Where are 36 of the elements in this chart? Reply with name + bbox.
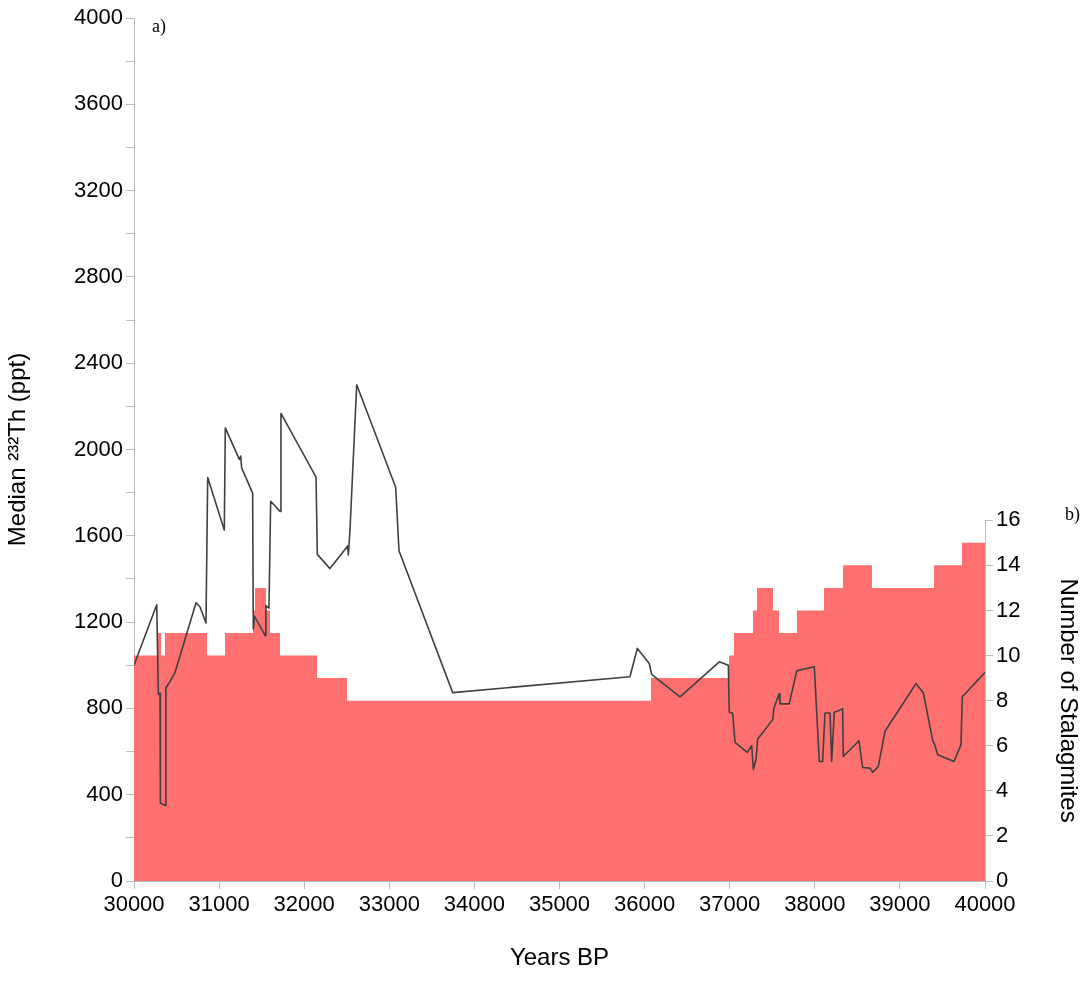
x-tick-label: 31000 (188, 891, 250, 917)
x-axis-title: Years BP (509, 943, 610, 971)
y2-tick-label: 10 (996, 641, 1021, 667)
y-axis-title: Median ²³²Th (ppt) (3, 352, 31, 547)
y-tick-label: 0 (110, 867, 123, 893)
annotation: a) (152, 15, 166, 37)
x-tick-label: 38000 (784, 891, 846, 917)
y2-tick-label: 6 (996, 731, 1009, 757)
y-tick-label: 2000 (74, 435, 123, 461)
y2-tick-label: 2 (996, 821, 1009, 847)
y2-tick-label: 4 (996, 776, 1009, 802)
x-tick-label: 39000 (869, 891, 931, 917)
y-tick-label: 1600 (74, 521, 123, 547)
y2-tick-label: 16 (996, 506, 1021, 532)
y-tick-label: 800 (86, 694, 123, 720)
x-tick-label: 37000 (699, 891, 761, 917)
y2-axis-title: Number of Stalagmites (1055, 578, 1083, 823)
x-tick-label: 35000 (528, 891, 591, 917)
x-tick-label: 32000 (273, 891, 335, 917)
x-tick-label: 34000 (443, 891, 505, 917)
y-tick-label: 3600 (74, 90, 123, 116)
y-tick-label: 4000 (74, 4, 123, 30)
y-tick-label: 3200 (74, 176, 123, 202)
y-tick-label: 400 (86, 780, 123, 806)
y-tick-label: 2400 (74, 349, 123, 375)
y2-tick-label: 14 (996, 551, 1021, 577)
y2-tick-label: 8 (996, 686, 1009, 712)
x-tick-label: 36000 (614, 891, 676, 917)
x-tick-label: 40000 (954, 891, 1016, 917)
x-tick-label: 33000 (358, 891, 420, 917)
y2-tick-label: 12 (996, 596, 1021, 622)
x-tick-label: 30000 (103, 891, 165, 917)
y-tick-label: 1200 (74, 608, 123, 634)
text: b) (1065, 504, 1080, 525)
y-tick-label: 2800 (74, 262, 123, 288)
y2-tick-label: 0 (996, 867, 1009, 893)
